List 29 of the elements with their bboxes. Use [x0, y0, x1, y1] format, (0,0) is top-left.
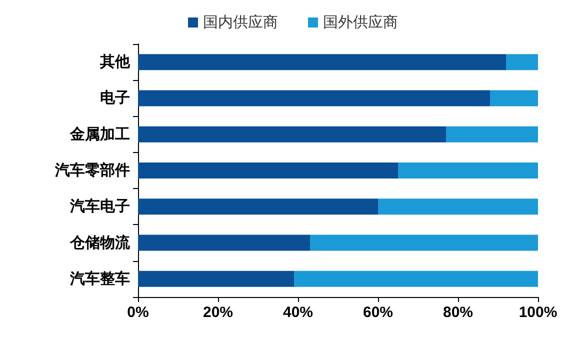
bar [138, 162, 398, 178]
y-tick-label: 仓储物流 [69, 233, 131, 252]
legend-label: 国外供应商 [323, 14, 398, 31]
y-tick-label: 金属加工 [69, 126, 130, 143]
bar [294, 270, 538, 287]
legend-label: 国内供应商 [203, 14, 278, 31]
x-tick-label: 100% [518, 304, 558, 321]
bar [138, 198, 378, 215]
bar [398, 162, 538, 178]
y-tick-label: 电子 [100, 90, 130, 107]
bar [138, 234, 310, 251]
bar [310, 234, 538, 251]
bar [490, 90, 538, 106]
x-tick-label: 60% [362, 304, 394, 321]
y-tick-label: 其他 [99, 54, 131, 71]
bar [378, 198, 538, 215]
bar [138, 54, 506, 70]
y-tick-label: 汽车电子 [69, 197, 130, 216]
x-tick-label: 40% [282, 304, 314, 321]
y-tick-label: 汽车整车 [69, 269, 130, 288]
x-tick-label: 20% [202, 304, 234, 321]
bar [138, 270, 294, 287]
bar [138, 126, 446, 142]
bar [138, 90, 490, 106]
x-tick-label: 80% [442, 304, 474, 321]
y-tick-label: 汽车零部件 [54, 161, 130, 179]
bar [446, 126, 538, 142]
bar [506, 54, 538, 70]
x-tick-label: 0% [127, 304, 149, 321]
